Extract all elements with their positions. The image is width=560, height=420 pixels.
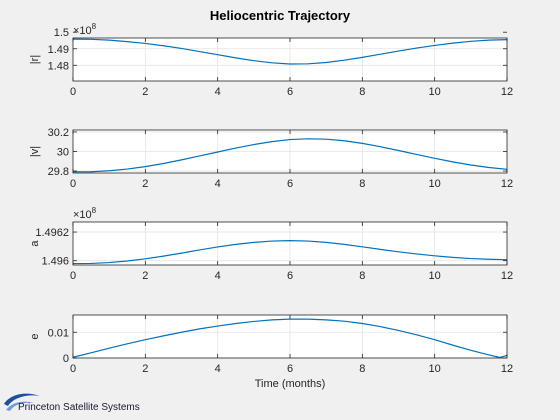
- swoosh-icon: [4, 393, 40, 406]
- x-tick-label: 2: [142, 178, 148, 190]
- y-tick-label: 30.2: [48, 127, 69, 139]
- exponent-base: ×10: [73, 209, 92, 221]
- y-exponent-label: ×108: [73, 206, 97, 221]
- figure-title: Heliocentric Trajectory: [210, 8, 351, 23]
- exponent-power: 8: [92, 22, 97, 31]
- x-tick-label: 2: [142, 270, 148, 282]
- x-tick-label: 4: [215, 270, 221, 282]
- y-tick-label: 29.8: [48, 166, 69, 178]
- x-tick-label: 0: [70, 363, 76, 375]
- x-tick-label: 8: [359, 363, 365, 375]
- x-tick-label: 2: [142, 86, 148, 98]
- princeton-logo: Princeton Satellite Systems: [4, 393, 140, 413]
- x-tick-label: 4: [215, 363, 221, 375]
- x-tick-label: 2: [142, 363, 148, 375]
- y-tick-label: 1.496: [41, 256, 69, 268]
- y-exponent-label: ×108: [73, 22, 97, 37]
- x-tick-label: 10: [429, 363, 441, 375]
- y-tick-label: 30: [57, 147, 69, 159]
- x-tick-label: 12: [501, 270, 513, 282]
- x-tick-label: 10: [429, 86, 441, 98]
- x-tick-label: 12: [501, 86, 513, 98]
- series-line-1: [72, 318, 508, 359]
- x-tick-label: 6: [287, 270, 293, 282]
- axes-1: 0 2 4 6 8 10 121.481.491.5|r|×108: [29, 22, 513, 98]
- x-tick-label: 12: [501, 363, 513, 375]
- logo-text: Princeton Satellite Systems: [18, 402, 140, 413]
- y-tick-label: 1.4962: [35, 227, 69, 239]
- y-axis-label: |r|: [29, 55, 41, 64]
- series-line-1: [72, 38, 508, 65]
- x-tick-label: 10: [429, 178, 441, 190]
- x-tick-label: 6: [287, 178, 293, 190]
- y-tick-label: 1.49: [48, 44, 69, 56]
- axes-4: 0 2 4 6 8 10 12 0 0.01 e Time (months): [29, 314, 513, 390]
- y-axis-label: a: [29, 240, 41, 247]
- series-line-1: [72, 138, 508, 173]
- y-tick-label: 0: [63, 353, 69, 365]
- x-tick-label: 8: [359, 86, 365, 98]
- x-tick-label: 0: [70, 270, 76, 282]
- x-tick-label: 4: [215, 86, 221, 98]
- y-tick-label: 1.5: [54, 27, 69, 39]
- x-tick-label: 4: [215, 178, 221, 190]
- exponent-base: ×10: [73, 25, 92, 37]
- x-tick-label: 6: [287, 363, 293, 375]
- x-axis-label: Time (months): [255, 378, 326, 390]
- x-tick-label: 10: [429, 270, 441, 282]
- x-tick-label: 8: [359, 178, 365, 190]
- y-tick-label: 0.01: [48, 327, 69, 339]
- exponent-power: 8: [92, 206, 97, 215]
- y-tick-label: 1.48: [48, 60, 69, 72]
- swoosh-accent-icon: [6, 401, 34, 411]
- y-axis-label: e: [29, 333, 41, 339]
- x-tick-label: 12: [501, 178, 513, 190]
- x-tick-label: 0: [70, 86, 76, 98]
- axes-2: 0 2 4 6 8 10 12 29.8 30 30.2 |v|: [29, 127, 513, 190]
- x-tick-label: 0: [70, 178, 76, 190]
- y-axis-label: |v|: [29, 146, 41, 157]
- x-tick-label: 6: [287, 86, 293, 98]
- series-line-1: [72, 240, 508, 265]
- x-tick-label: 8: [359, 270, 365, 282]
